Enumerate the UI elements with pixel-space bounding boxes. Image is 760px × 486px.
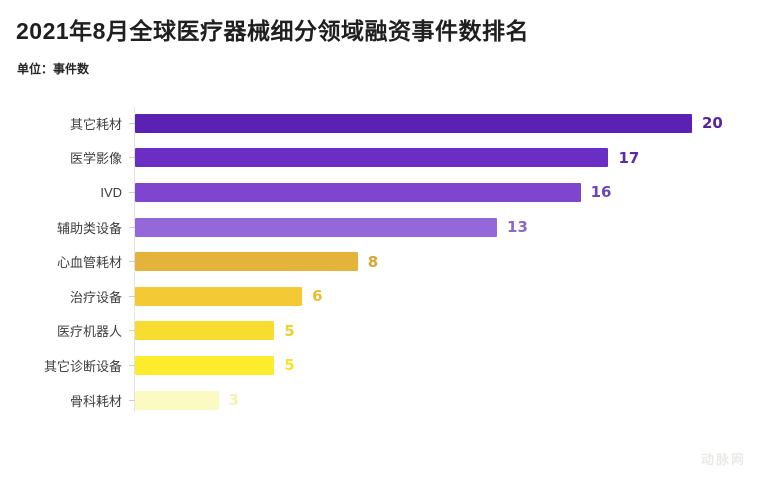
- bar-row: 其它诊断设备 5: [0, 348, 760, 383]
- axis-tick: [129, 157, 135, 159]
- chart-title: 2021年8月全球医疗器械细分领域融资事件数排名: [16, 18, 529, 44]
- value-label: 16: [590, 183, 612, 202]
- value-label: 5: [284, 356, 295, 375]
- bar: [135, 390, 219, 410]
- value-label: 13: [507, 218, 528, 237]
- bar: [135, 182, 581, 202]
- value-label: 8: [367, 252, 379, 271]
- category-label: 心血管耗材: [56, 255, 122, 271]
- value-label: 17: [618, 148, 640, 167]
- category-label: 医疗机器人: [56, 324, 122, 340]
- axis-tick: [129, 295, 135, 297]
- bar: [135, 113, 692, 133]
- value-label: 5: [284, 321, 295, 340]
- bar-row: 辅助类设备 13: [0, 210, 760, 245]
- bar-row: 其它耗材 20: [0, 106, 760, 141]
- bar: [135, 321, 275, 341]
- axis-tick: [129, 399, 135, 401]
- axis-tick: [129, 226, 135, 228]
- unit-label: 单位：事件数: [17, 62, 90, 76]
- axis-tick: [129, 191, 135, 193]
- bar-row: 医疗机器人 5: [0, 314, 760, 349]
- axis-tick: [129, 261, 135, 263]
- bar: [135, 217, 498, 237]
- category-label: 治疗设备: [69, 289, 122, 305]
- bar-rows: 其它耗材 20 医学影像 17 IVD 16 辅助类设备 13 心血管耗材 8 治疗设备 6 医疗机器人…: [0, 106, 760, 417]
- bar: [135, 286, 303, 306]
- bar: [135, 355, 275, 375]
- bar-chart: 其它耗材 20 医学影像 17 IVD 16 辅助类设备 13 心血管耗材 8 治疗设备 6 医疗机器人…: [0, 106, 760, 418]
- bar-row: 骨科耗材 3: [0, 383, 760, 418]
- bar-row: IVD 16: [0, 175, 760, 210]
- category-label: IVD: [100, 184, 122, 200]
- value-label: 6: [312, 287, 323, 306]
- category-label: 医学影像: [69, 151, 122, 167]
- watermark: 动脉网: [700, 452, 746, 467]
- category-label: 辅助类设备: [56, 220, 122, 236]
- category-label: 骨科耗材: [69, 393, 122, 409]
- value-label: 3: [228, 391, 239, 410]
- axis-tick: [129, 364, 135, 366]
- bar: [135, 252, 358, 272]
- bar: [135, 148, 609, 168]
- axis-tick: [129, 122, 135, 124]
- y-axis-line: [134, 107, 135, 413]
- value-label: 20: [702, 114, 723, 133]
- category-label: 其它诊断设备: [43, 358, 122, 374]
- category-label: 其它耗材: [69, 116, 122, 132]
- bar-row: 医学影像 17: [0, 141, 760, 176]
- bar-row: 治疗设备 6: [0, 279, 760, 314]
- bar-row: 心血管耗材 8: [0, 244, 760, 279]
- axis-tick: [129, 330, 135, 332]
